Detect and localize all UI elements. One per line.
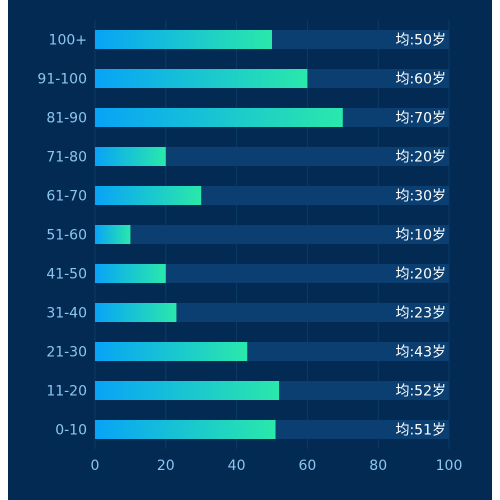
category-label: 41-50 xyxy=(46,267,87,283)
bar-track xyxy=(95,264,449,283)
bar xyxy=(95,108,343,127)
value-label: 均:23岁 xyxy=(395,306,446,322)
x-tick-label: 20 xyxy=(157,458,175,474)
bar xyxy=(95,303,177,322)
x-tick-label: 60 xyxy=(298,458,316,474)
value-label: 均:10岁 xyxy=(395,228,446,244)
bar-track xyxy=(95,303,449,322)
bar-track xyxy=(95,225,449,244)
x-tick-label: 100 xyxy=(436,458,463,474)
age-bar-chart: 均:51岁均:52岁均:43岁均:23岁均:20岁均:10岁均:30岁均:20岁… xyxy=(37,20,463,474)
value-label: 均:52岁 xyxy=(395,384,446,400)
bar xyxy=(95,264,166,283)
y-axis-categories: 0-10 11-20 21-30 31-40 41-50 51-60 61-70 71-80 8… xyxy=(37,33,87,439)
category-label: 21-30 xyxy=(46,345,87,361)
value-label: 均:50岁 xyxy=(395,33,446,49)
x-tick-label: 0 xyxy=(91,458,100,474)
bar xyxy=(95,420,276,439)
value-label: 均:20岁 xyxy=(395,267,446,283)
category-label: 11-20 xyxy=(46,384,87,400)
bar xyxy=(95,186,202,205)
bar xyxy=(95,69,308,88)
bar xyxy=(95,147,166,166)
bar xyxy=(95,381,280,400)
value-label: 均:20岁 xyxy=(395,150,446,166)
value-labels: 均:51岁均:52岁均:43岁均:23岁均:20岁均:10岁均:30岁均:20岁… xyxy=(395,33,446,439)
value-label: 均:43岁 xyxy=(395,345,446,361)
bar xyxy=(95,225,131,244)
value-label: 均:60岁 xyxy=(395,72,446,88)
chart-panel: 均:51岁 均:52岁 均:43岁 均:23岁 均:20岁 均:10岁 均:30岁 均:20岁… xyxy=(8,0,492,500)
category-label: 61-70 xyxy=(46,189,87,205)
category-label: 51-60 xyxy=(46,228,87,244)
value-label: 均:30岁 xyxy=(395,189,446,205)
x-tick-label: 80 xyxy=(369,458,387,474)
category-label: 81-90 xyxy=(46,111,87,127)
category-label: 0-10 xyxy=(55,423,87,439)
bar xyxy=(95,342,248,361)
bars xyxy=(95,30,343,439)
category-label: 31-40 xyxy=(46,306,87,322)
category-label: 100+ xyxy=(49,33,87,49)
x-axis-ticks: 0 20 40 60 80 100 xyxy=(91,458,463,474)
bar-track xyxy=(95,147,449,166)
value-label: 均:70岁 xyxy=(395,111,446,127)
x-tick-label: 40 xyxy=(228,458,246,474)
category-label: 71-80 xyxy=(46,150,87,166)
category-label: 91-100 xyxy=(37,72,87,88)
bar xyxy=(95,30,272,49)
value-label: 均:51岁 xyxy=(395,423,446,439)
